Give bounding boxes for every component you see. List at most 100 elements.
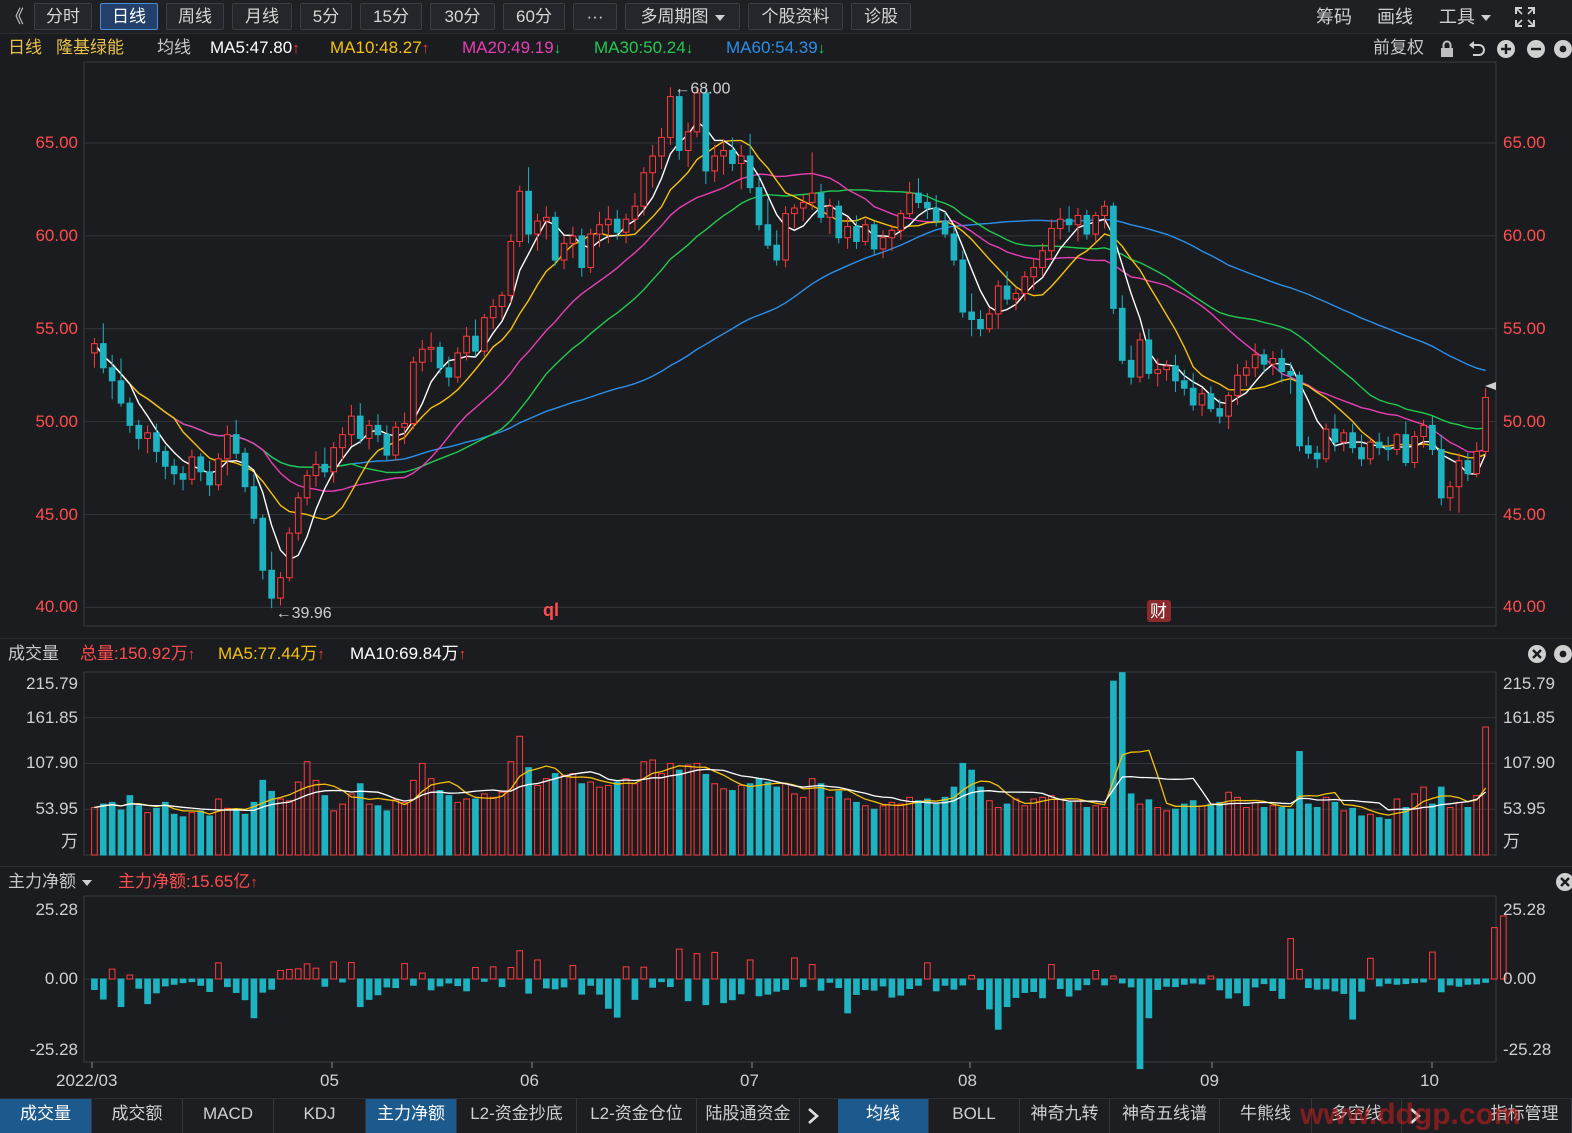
- volume-bar: [605, 784, 612, 856]
- multi-period-dropdown[interactable]: 多周期图: [625, 3, 740, 30]
- volume-axis-label: 107.90: [1503, 753, 1555, 773]
- volume-bar: [144, 812, 151, 856]
- chips-button[interactable]: 筹码: [1316, 7, 1352, 27]
- volume-bar: [534, 784, 541, 856]
- indicator-tab[interactable]: 主力净额: [366, 1099, 457, 1133]
- undo-icon[interactable]: [1467, 39, 1487, 59]
- flow-bar: [1473, 978, 1481, 985]
- flow-title-dropdown[interactable]: 主力净额: [8, 868, 92, 896]
- back-icon[interactable]: 《: [6, 7, 24, 27]
- close-icon[interactable]: [1555, 872, 1572, 892]
- volume-bar: [339, 803, 346, 856]
- draw-button[interactable]: 画线: [1377, 7, 1413, 27]
- indicator-tab[interactable]: 成交量: [0, 1099, 92, 1133]
- flow-bar: [542, 978, 550, 989]
- period-button[interactable]: 月线: [232, 3, 292, 30]
- flow-bar: [401, 963, 408, 980]
- more-periods-button[interactable]: ···: [573, 3, 617, 30]
- diagnose-button[interactable]: 诊股: [851, 3, 911, 30]
- close-icon[interactable]: [1527, 644, 1547, 664]
- indicator-tab[interactable]: KDJ: [274, 1099, 366, 1133]
- volume-bar: [126, 795, 134, 856]
- expand-icon[interactable]: [1514, 6, 1536, 28]
- overlay-tab[interactable]: 牛熊线: [1220, 1099, 1312, 1133]
- period-button[interactable]: 15分: [360, 3, 422, 30]
- settings-icon[interactable]: [1553, 644, 1572, 664]
- candle-body: [1384, 447, 1392, 451]
- overlay-tab[interactable]: 均线: [838, 1099, 929, 1133]
- flow-bar: [117, 978, 125, 1008]
- period-button[interactable]: 日线: [100, 3, 158, 30]
- indicator-tab[interactable]: 成交额: [92, 1099, 183, 1133]
- lock-icon[interactable]: [1439, 40, 1455, 58]
- candle-body: [348, 415, 355, 436]
- candle-body: [764, 224, 772, 246]
- flow-bar: [356, 978, 364, 1008]
- stock-chart[interactable]: ←68.00 ←39.96 ql 财: [0, 0, 1572, 1098]
- chevron-down-icon: [82, 879, 92, 886]
- volume-bar: [551, 773, 559, 856]
- candle-body: [1216, 408, 1224, 417]
- flow-bar: [870, 978, 878, 991]
- overlay-tab[interactable]: BOLL: [929, 1099, 1020, 1133]
- overlay-tab[interactable]: 多空线: [1312, 1099, 1402, 1133]
- period-button[interactable]: 周线: [166, 3, 224, 30]
- candle-body: [941, 220, 949, 235]
- low-price-label: ←39.96: [276, 605, 332, 622]
- indicator-tab[interactable]: L2-资金抄底: [457, 1099, 577, 1133]
- flow-bar: [99, 978, 107, 1000]
- ma-label[interactable]: 均线: [157, 38, 191, 57]
- volume-bar: [1110, 680, 1117, 856]
- overlay-tab[interactable]: 神奇五线谱: [1110, 1099, 1220, 1133]
- indicator-tab[interactable]: 陆股通资金: [697, 1099, 800, 1133]
- flow-bar: [410, 978, 417, 986]
- date-axis-label: 06: [520, 1071, 539, 1090]
- flow-bar: [1110, 975, 1117, 980]
- flow-bar: [215, 962, 222, 980]
- zoom-in-icon[interactable]: [1496, 39, 1516, 59]
- flow-bar: [1154, 978, 1162, 991]
- indicator-tab[interactable]: MACD: [183, 1099, 274, 1133]
- overlay-tab[interactable]: 神奇九转: [1020, 1099, 1110, 1133]
- volume-bar: [1393, 798, 1401, 856]
- period-button[interactable]: 分时: [34, 3, 92, 30]
- flow-bar: [232, 978, 240, 993]
- volume-bar: [1154, 807, 1162, 856]
- candle-body: [330, 447, 338, 473]
- volume-title: 成交量: [8, 644, 59, 663]
- volume-bar: [153, 807, 160, 856]
- flow-bar: [250, 978, 258, 1019]
- watermark: www.ddgp.com: [1300, 1098, 1521, 1131]
- flow-bar: [489, 966, 497, 980]
- candle-body: [1464, 460, 1472, 475]
- flow-bar: [640, 966, 648, 980]
- period-button[interactable]: 30分: [430, 3, 495, 30]
- adjust-label[interactable]: 前复权: [1373, 38, 1424, 57]
- candle-body: [1110, 205, 1117, 309]
- candle-body: [153, 432, 160, 452]
- candle-body: [410, 361, 417, 425]
- candle-body: [197, 456, 205, 473]
- period-button[interactable]: 60分: [503, 3, 565, 30]
- flow-bar: [135, 978, 143, 989]
- date-axis-label: 10: [1420, 1071, 1439, 1090]
- flow-bar: [915, 978, 922, 986]
- stock-profile-button[interactable]: 个股资料: [748, 3, 843, 30]
- flow-bar: [1305, 978, 1312, 989]
- chevron-right-icon[interactable]: [806, 1107, 820, 1125]
- flow-bar: [1455, 978, 1463, 987]
- tools-dropdown[interactable]: 工具: [1439, 4, 1491, 30]
- flow-bar: [1393, 978, 1401, 985]
- zoom-out-icon[interactable]: [1526, 39, 1546, 59]
- flow-bar: [1269, 978, 1277, 991]
- volume-bar: [1180, 803, 1188, 856]
- indicator-tab[interactable]: L2-资金仓位: [577, 1099, 697, 1133]
- flow-bar: [1012, 978, 1020, 998]
- chevron-right-icon[interactable]: [1408, 1107, 1422, 1125]
- period-button[interactable]: 5分: [300, 3, 352, 30]
- candle-body: [1278, 358, 1286, 373]
- settings-icon[interactable]: [1553, 39, 1572, 59]
- flow-bar: [463, 978, 470, 992]
- volume-axis-label: 107.90: [26, 753, 78, 773]
- volume-bar: [924, 798, 931, 856]
